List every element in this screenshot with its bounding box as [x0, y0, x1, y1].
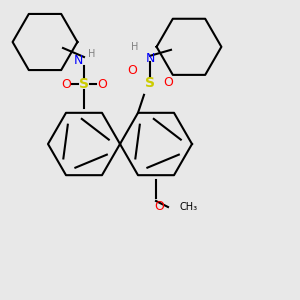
Text: O: O	[97, 77, 107, 91]
Text: O: O	[163, 76, 173, 89]
Text: O: O	[154, 200, 164, 214]
Text: CH₃: CH₃	[180, 202, 198, 212]
Text: H: H	[131, 42, 139, 52]
Text: O: O	[61, 77, 71, 91]
Text: N: N	[73, 53, 83, 67]
Text: S: S	[79, 77, 89, 91]
Text: S: S	[145, 76, 155, 90]
Text: O: O	[127, 64, 137, 77]
Text: N: N	[145, 52, 155, 65]
Text: H: H	[88, 49, 95, 59]
